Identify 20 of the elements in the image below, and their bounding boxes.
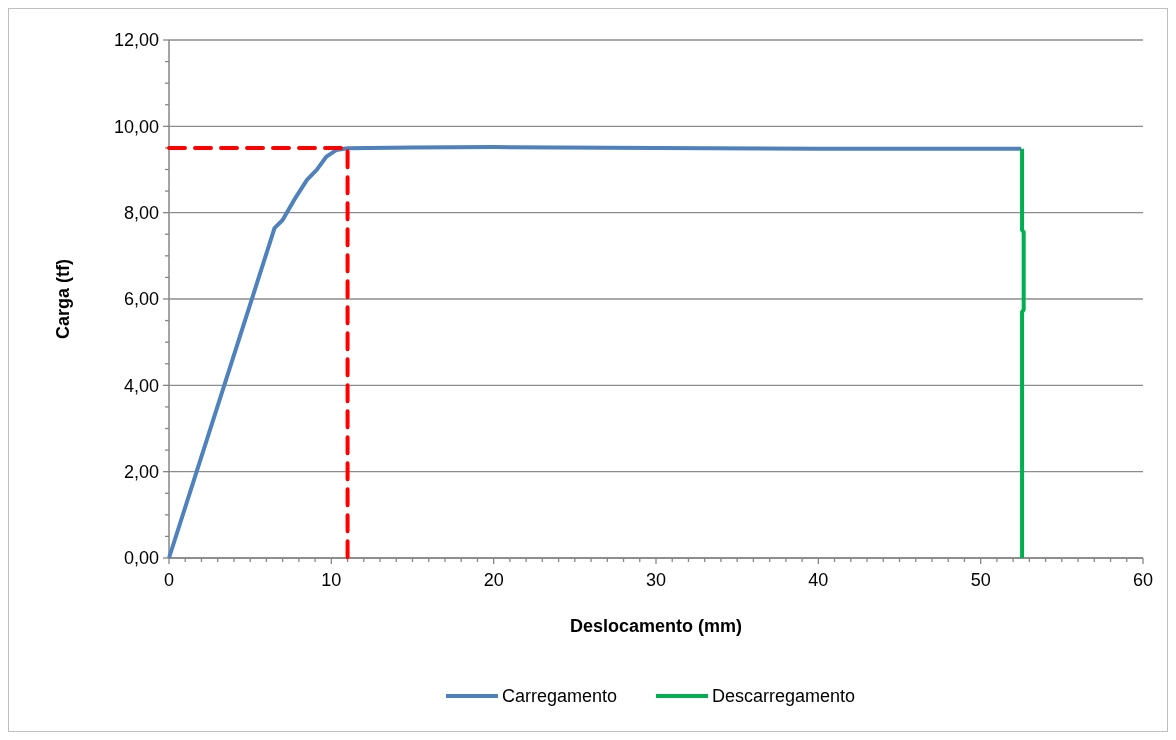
legend-label: Carregamento	[502, 686, 618, 707]
y-axis-title: Carga (tf)	[53, 259, 73, 339]
x-axis-title: Deslocamento (mm)	[569, 616, 743, 636]
x-tick-label: 40	[808, 570, 829, 590]
x-tick-label: 0	[163, 570, 175, 590]
x-tick-label: 30	[645, 570, 667, 590]
x-tick-label: 60	[1132, 570, 1154, 590]
y-tick-label: 8,00	[123, 202, 159, 223]
y-tick-label: 2,00	[123, 461, 159, 482]
y-tick-label: 4,00	[123, 375, 159, 396]
x-tick-label: 10	[321, 570, 342, 590]
y-tick-label: 6,00	[123, 289, 159, 310]
y-tick-label: 12,00	[113, 30, 159, 51]
y-tick-label: 0,00	[123, 548, 159, 569]
line-series	[1020, 146, 1026, 560]
x-tick-label: 20	[483, 570, 504, 590]
x-tick-label: 50	[970, 570, 991, 590]
y-tick-label: 10,00	[113, 116, 159, 137]
line-series	[167, 145, 1024, 560]
legend-label: Descarregamento	[712, 686, 856, 707]
